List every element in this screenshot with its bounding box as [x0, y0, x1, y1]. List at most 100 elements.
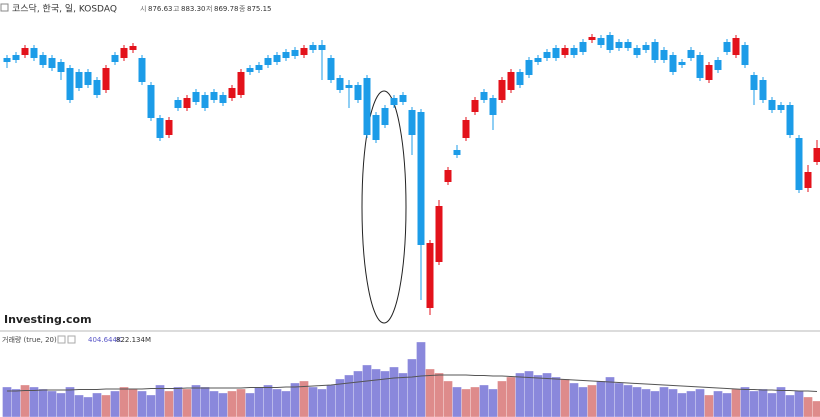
candle-body — [84, 72, 92, 85]
volume-bar — [551, 376, 561, 417]
candle-body — [183, 98, 191, 108]
volume-panel — [2, 341, 820, 417]
candle-body — [498, 80, 506, 100]
candle-body — [147, 85, 155, 118]
volume-bar — [83, 396, 93, 417]
volume-bar — [470, 386, 480, 417]
volume-bar — [677, 392, 687, 417]
volume-bar — [56, 392, 66, 417]
volume-bar — [749, 390, 759, 417]
candle-body — [318, 45, 326, 50]
candle-body — [741, 45, 749, 65]
candle-body — [516, 72, 524, 85]
candle-body — [408, 110, 416, 135]
ohlc-label: 시 — [140, 5, 146, 13]
volume-bar — [605, 376, 615, 417]
candle-body — [282, 52, 290, 58]
volume-bar — [38, 388, 48, 417]
candle-body — [111, 55, 119, 62]
candle-body — [777, 105, 785, 110]
candle-body — [30, 48, 38, 58]
volume-bar — [812, 400, 820, 417]
volume-bar — [569, 382, 579, 417]
header-title: 코스닥, 한국, 일, KOSDAQ — [12, 4, 117, 15]
candle-body — [228, 88, 236, 98]
candle-body — [120, 48, 128, 58]
volume-bar — [398, 372, 408, 417]
volume-bar — [281, 390, 291, 417]
candle-body — [444, 170, 452, 182]
volume-bar — [362, 364, 372, 417]
candle-body — [669, 55, 677, 72]
volume-bar — [200, 386, 210, 417]
volume-bar — [578, 386, 588, 417]
settings-icon[interactable] — [67, 335, 76, 344]
candle-body — [624, 42, 632, 48]
candle-body — [507, 72, 515, 90]
candle-body — [678, 62, 686, 65]
ohlc-value: 875.15 — [247, 5, 272, 13]
volume-bar — [533, 374, 543, 417]
volume-bar — [461, 388, 471, 417]
volume-bar — [515, 372, 525, 417]
volume-bar — [11, 388, 21, 417]
candle-body — [21, 48, 29, 55]
candle-body — [219, 95, 227, 103]
volume-bar — [407, 358, 417, 417]
candle-body — [615, 42, 623, 48]
volume-bar — [20, 384, 30, 417]
volume-bar — [182, 388, 192, 417]
volume-bar — [65, 386, 75, 417]
highlight-ellipse — [361, 90, 407, 324]
candle-body — [291, 50, 299, 56]
volume-bar — [47, 390, 57, 417]
volume-bar — [389, 366, 399, 417]
volume-bar — [650, 390, 660, 417]
volume-bar — [641, 388, 651, 417]
volume-bar — [704, 394, 714, 417]
header-bg — [0, 1, 270, 16]
candle-body — [471, 100, 479, 112]
candles — [3, 32, 820, 315]
candle-body — [552, 48, 560, 58]
volume-bar — [218, 392, 228, 417]
candle-body — [93, 80, 101, 95]
candle-body — [597, 38, 605, 45]
volume-bar — [119, 386, 129, 417]
candle-body — [336, 78, 344, 90]
candle-body — [426, 243, 434, 308]
volume-bar — [74, 394, 84, 417]
volume-bar — [767, 392, 777, 417]
candle-body — [309, 45, 317, 50]
volume-bar — [596, 380, 606, 417]
candle-body — [561, 48, 569, 55]
volume-bar — [443, 380, 453, 417]
candle-body — [327, 58, 335, 80]
candle-body — [588, 37, 596, 40]
candle-body — [174, 100, 182, 108]
candle-body — [453, 150, 461, 155]
volume-bar — [173, 386, 183, 417]
volume-bar — [128, 388, 138, 417]
collapse-icon[interactable] — [0, 3, 9, 12]
volume-bar — [344, 374, 354, 417]
ohlc-label: 저 — [206, 4, 212, 13]
candle-body — [651, 42, 659, 60]
candle-body — [435, 206, 443, 262]
settings-icon[interactable] — [57, 335, 66, 344]
volume-bar — [452, 386, 462, 417]
candle-body — [399, 95, 407, 102]
volume-bar — [416, 341, 426, 417]
ohlc-legend: 시 876.63 고 883.30 저 869.78 종 875.15 — [140, 4, 272, 13]
candle-body — [48, 58, 56, 68]
candle-body — [417, 112, 425, 245]
volume-bar — [236, 388, 246, 417]
candle-body — [723, 42, 731, 52]
candle-body — [354, 85, 362, 100]
volume-bar — [191, 384, 201, 417]
volume-bar — [164, 390, 174, 417]
candle-body — [489, 98, 497, 115]
candle-body — [768, 100, 776, 110]
candle-body — [102, 68, 110, 90]
